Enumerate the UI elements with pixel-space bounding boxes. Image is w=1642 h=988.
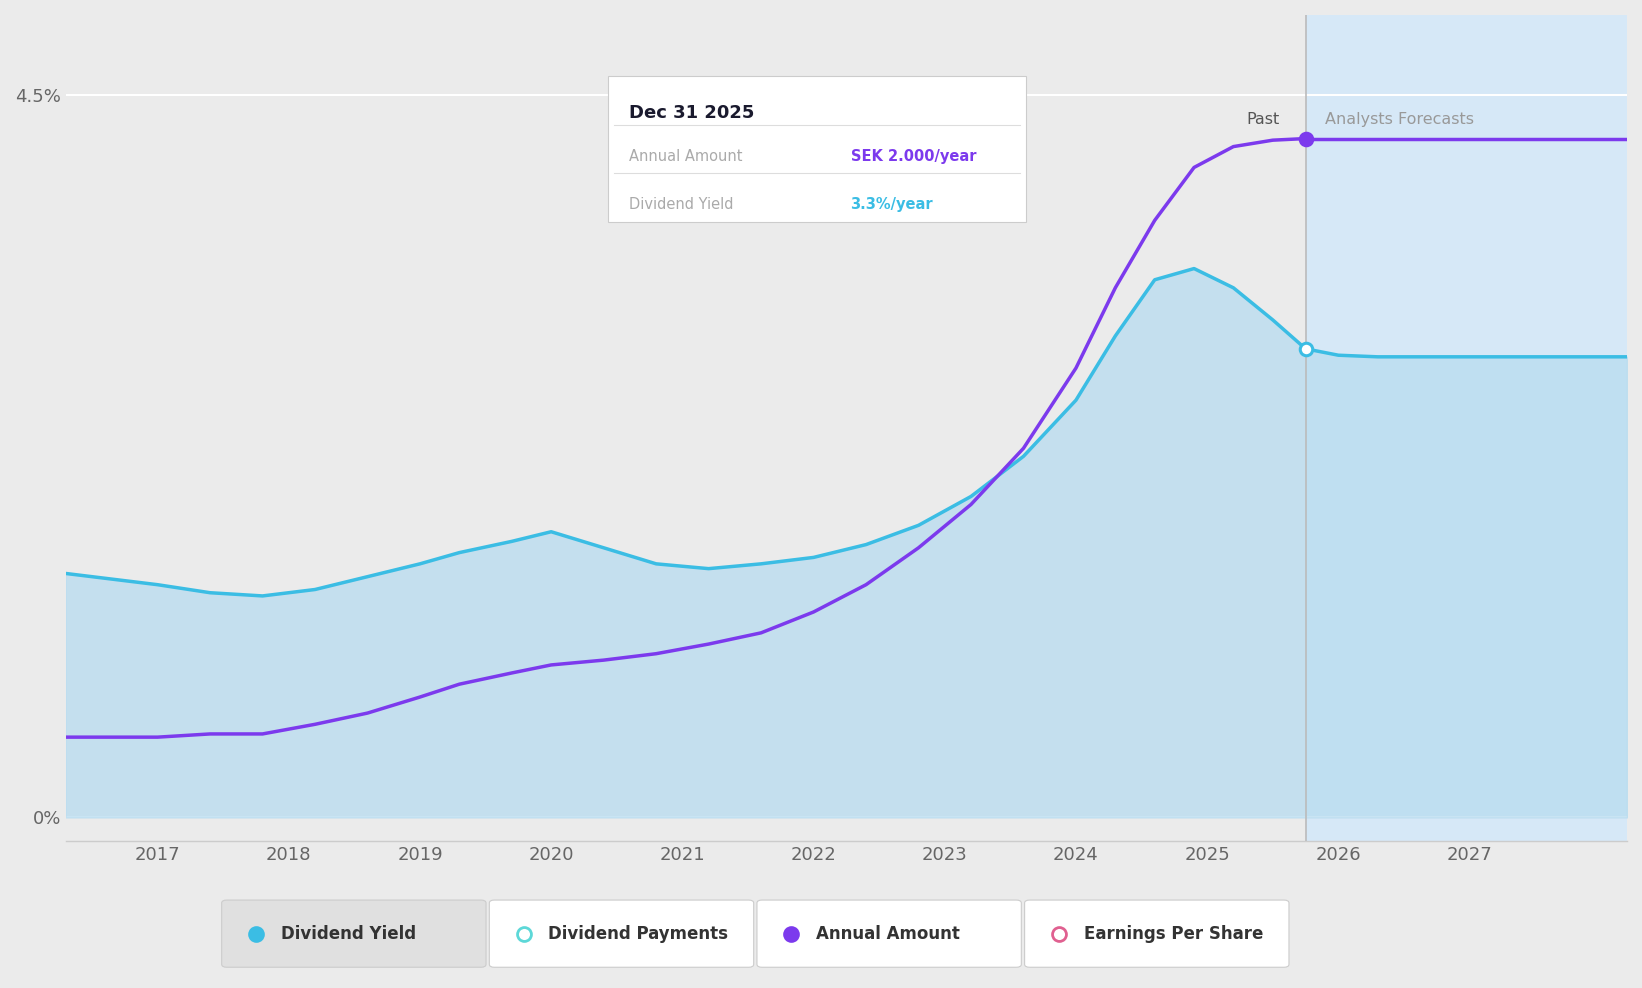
Text: SEK 2.000/year: SEK 2.000/year: [851, 149, 975, 164]
Text: Dividend Yield: Dividend Yield: [629, 197, 734, 211]
Text: Annual Amount: Annual Amount: [816, 925, 961, 943]
Text: Dec 31 2025: Dec 31 2025: [629, 104, 754, 122]
Text: Earnings Per Share: Earnings Per Share: [1084, 925, 1263, 943]
Bar: [1305, 15, 1627, 842]
Text: Analysts Forecasts: Analysts Forecasts: [1325, 112, 1475, 126]
Text: Dividend Payments: Dividend Payments: [548, 925, 729, 943]
Text: Past: Past: [1246, 112, 1279, 126]
Text: Annual Amount: Annual Amount: [629, 149, 742, 164]
Text: Dividend Yield: Dividend Yield: [281, 925, 415, 943]
Text: 3.3%/year: 3.3%/year: [851, 197, 933, 211]
